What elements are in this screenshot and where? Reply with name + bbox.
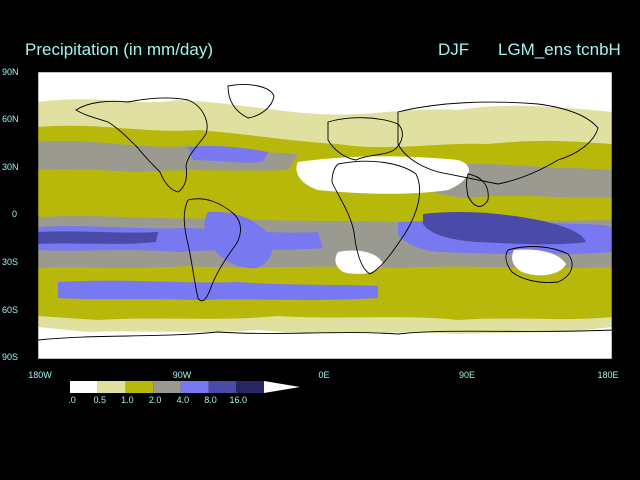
lat-label-90n: 90N	[2, 67, 19, 77]
lon-label-90e: 90E	[458, 370, 475, 380]
run-label: LGM_ens tcnbH	[498, 40, 621, 59]
color-legend	[70, 381, 300, 393]
lat-label-60s: 60S	[2, 305, 19, 315]
lon-label-90w: 90W	[172, 370, 192, 380]
legend-swatch	[236, 381, 264, 393]
legend-swatch	[70, 381, 98, 393]
legend-level-label: 16.0	[229, 395, 248, 405]
legend-level-label: .0	[68, 395, 76, 405]
dry-areas	[38, 72, 612, 359]
legend-level-label: 2.0	[148, 395, 162, 405]
season-label: DJF	[438, 40, 470, 59]
legend-level-label: 1.0	[121, 395, 134, 405]
legend-swatch	[97, 381, 126, 393]
lat-label-30n: 30N	[2, 162, 19, 172]
legend-level-label: 0.5	[93, 395, 106, 405]
lon-label-180w: 180W	[28, 370, 52, 380]
legend-level-label: 8.0	[204, 395, 217, 405]
lon-label-180e: 180E	[597, 370, 619, 380]
legend-swatch	[125, 381, 154, 393]
lat-label-30s: 30S	[2, 257, 19, 267]
legend-arrow	[264, 381, 300, 393]
lat-label-eq: 0	[12, 209, 18, 219]
legend-swatch	[208, 381, 237, 393]
legend-level-label: 4.0	[176, 395, 190, 405]
precipitation-map	[38, 72, 612, 359]
coastlines	[38, 84, 612, 341]
lat-label-60n: 60N	[2, 114, 19, 124]
legend-swatch	[180, 381, 209, 393]
map-title: Precipitation (in mm/day)	[25, 40, 214, 59]
lon-label-0e: 0E	[318, 370, 330, 380]
precip-band-8-16	[38, 212, 586, 245]
legend-swatch	[153, 381, 181, 393]
lat-label-90s: 90S	[2, 352, 19, 362]
